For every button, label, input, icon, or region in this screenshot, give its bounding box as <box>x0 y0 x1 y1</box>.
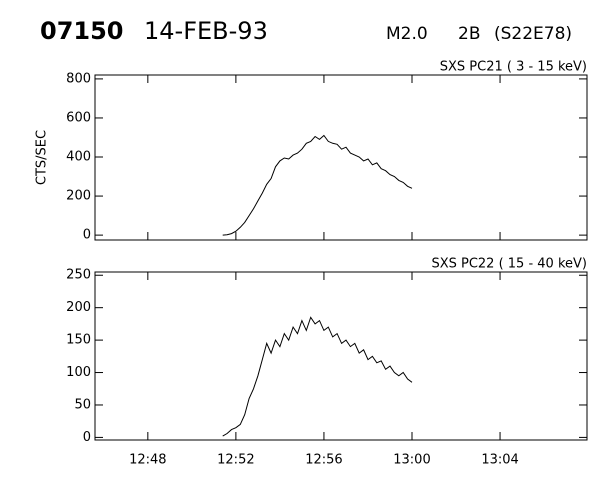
panel-title: SXS PC21 ( 3 - 15 keV) <box>440 60 587 75</box>
y-tick-label: 200 <box>66 300 91 315</box>
data-line <box>222 134 413 236</box>
y-tick-label: 100 <box>66 365 91 380</box>
event-id: 07150 <box>40 17 124 45</box>
importance: 2B <box>458 24 480 44</box>
location: (S22E78) <box>494 24 572 44</box>
y-tick-label: 600 <box>66 110 91 125</box>
x-tick-label: 12:56 <box>305 453 342 468</box>
y-tick-label: 250 <box>66 268 91 283</box>
plot-frame <box>94 74 588 241</box>
y-tick-label: 200 <box>66 189 91 204</box>
y-tick-label: 50 <box>74 397 91 412</box>
y-tick-label: 0 <box>83 228 91 243</box>
y-tick-label: 800 <box>66 71 91 86</box>
y-axis-label: CTS/SEC <box>35 130 50 185</box>
x-tick-label: 13:04 <box>481 453 518 468</box>
flare-class: M2.0 <box>386 24 428 44</box>
y-tick-label: 400 <box>66 150 91 165</box>
data-line <box>222 316 413 437</box>
y-tick-label: 150 <box>66 333 91 348</box>
panel-title: SXS PC22 ( 15 - 40 keV) <box>431 257 587 272</box>
x-tick-label: 12:48 <box>129 453 166 468</box>
plot-frame <box>94 271 588 441</box>
y-tick-label: 0 <box>83 430 91 445</box>
x-tick-label: 12:52 <box>217 453 254 468</box>
x-tick-label: 13:00 <box>393 453 430 468</box>
date: 14-FEB-93 <box>144 17 268 45</box>
